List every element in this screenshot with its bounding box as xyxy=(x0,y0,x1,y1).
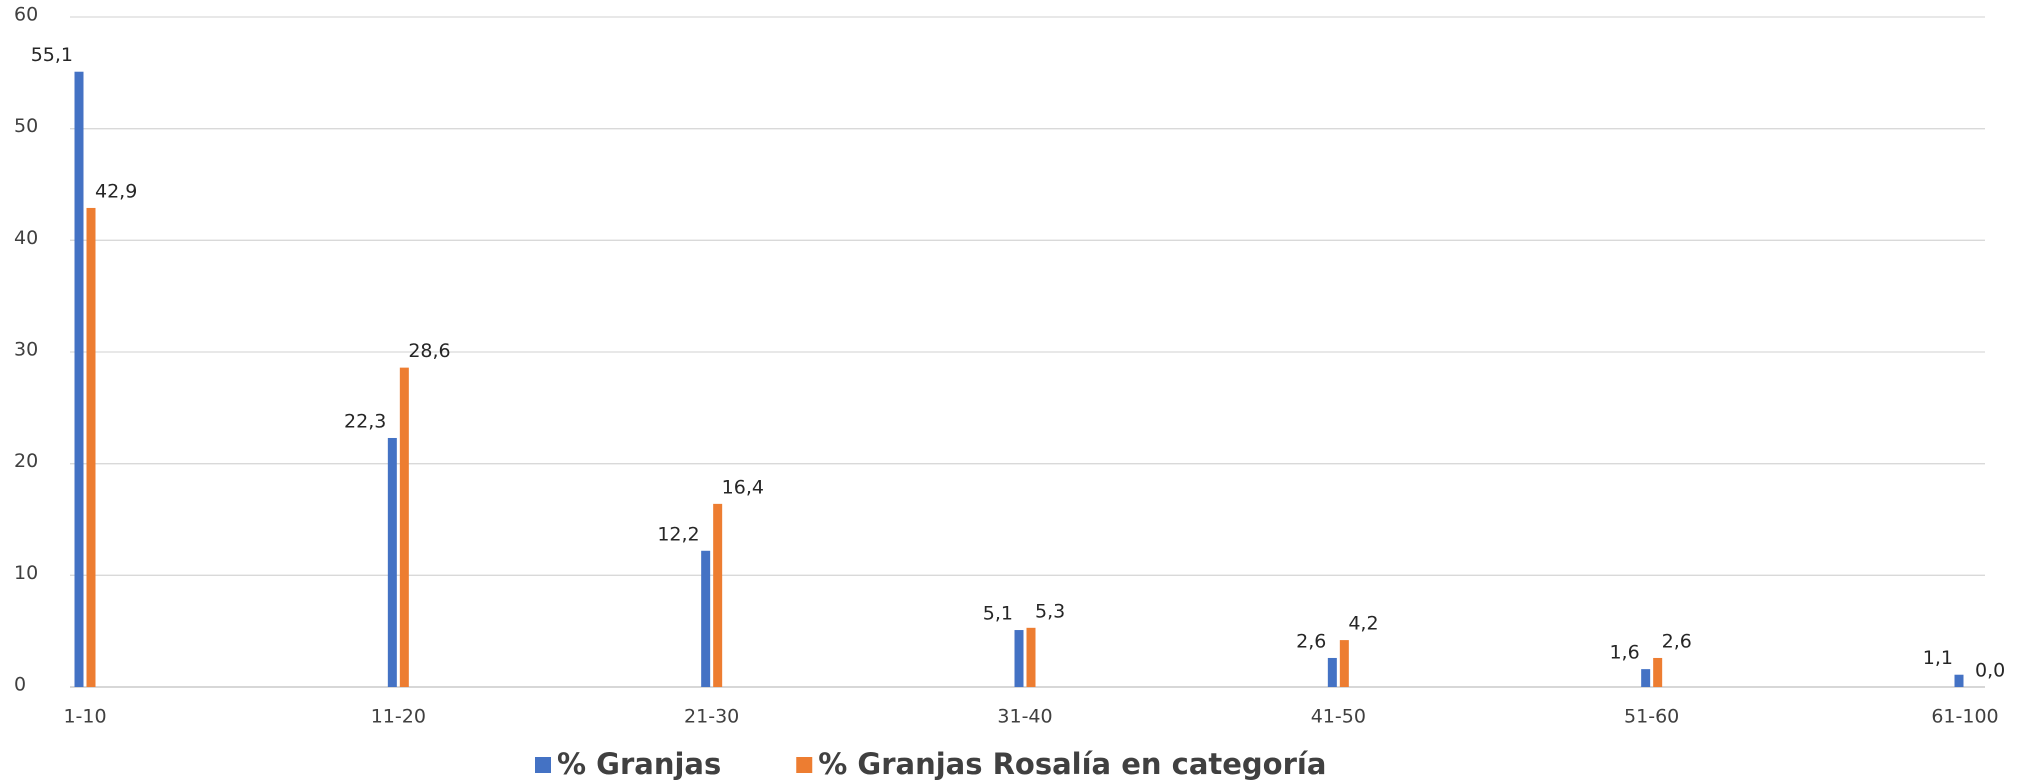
value-label: 55,1 xyxy=(31,44,73,66)
y-tick-label: 50 xyxy=(14,115,38,137)
x-tick-label: 21-30 xyxy=(684,706,739,728)
value-label: 1,6 xyxy=(1609,642,1639,664)
x-tick-label: 1-10 xyxy=(63,706,106,728)
value-label: 28,6 xyxy=(408,340,450,362)
bar xyxy=(713,503,723,687)
bar xyxy=(1954,674,1964,687)
value-label: 5,1 xyxy=(983,603,1013,625)
y-tick-label: 40 xyxy=(14,227,38,249)
value-label: 12,2 xyxy=(657,523,699,545)
y-tick-label: 60 xyxy=(14,4,38,26)
y-tick-label: 20 xyxy=(14,450,38,472)
value-label: 42,9 xyxy=(95,180,137,202)
bar xyxy=(1327,657,1337,687)
value-label: 0,0 xyxy=(1975,660,2005,682)
legend-label: % Granjas xyxy=(557,747,721,781)
value-label: 22,3 xyxy=(344,410,386,432)
bar xyxy=(1026,627,1036,687)
x-tick-label: 41-50 xyxy=(1311,706,1366,728)
bar xyxy=(701,550,711,687)
bar xyxy=(74,71,84,687)
x-tick-label: 51-60 xyxy=(1624,706,1679,728)
legend-label: % Granjas Rosalía en categoría xyxy=(818,747,1326,781)
bar xyxy=(1641,669,1651,687)
x-tick-label: 11-20 xyxy=(371,706,426,728)
legend-swatch xyxy=(535,757,551,773)
x-tick-label: 31-40 xyxy=(997,706,1052,728)
value-label: 16,4 xyxy=(722,476,764,498)
bar xyxy=(1339,640,1349,687)
y-tick-label: 10 xyxy=(14,562,38,584)
value-label: 5,3 xyxy=(1035,600,1065,622)
bar xyxy=(86,207,96,687)
y-tick-label: 0 xyxy=(14,674,26,696)
legend-swatch xyxy=(796,757,813,773)
bar xyxy=(399,367,409,687)
y-tick-label: 30 xyxy=(14,339,38,361)
bar xyxy=(387,437,397,687)
bar xyxy=(1653,657,1663,687)
bar xyxy=(1014,630,1024,687)
value-label: 2,6 xyxy=(1662,630,1692,652)
value-label: 2,6 xyxy=(1296,630,1326,652)
value-label: 4,2 xyxy=(1348,613,1378,635)
x-tick-label: 61-100 xyxy=(1931,706,1998,728)
value-label: 1,1 xyxy=(1923,647,1953,669)
